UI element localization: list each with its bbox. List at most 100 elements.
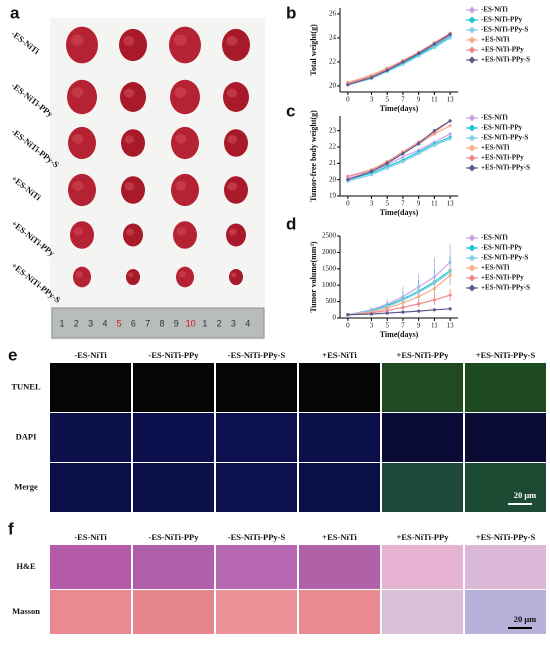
tumor-photo <box>119 28 147 62</box>
column-header: -ES-NiTi-PPy-S <box>228 350 286 360</box>
ruler-number: 10 <box>186 318 196 328</box>
tumor-photo <box>171 126 199 160</box>
y-tick-label: 1500 <box>322 264 337 272</box>
tumor-shade <box>72 180 84 191</box>
tumor-shade <box>178 271 186 278</box>
micrograph <box>216 545 297 589</box>
micrograph <box>299 545 380 589</box>
x-tick-label: 9 <box>417 96 421 104</box>
column-header: +ES-NiTi <box>322 350 357 360</box>
tumor-photo <box>120 82 146 112</box>
tumor-photo <box>171 173 199 207</box>
tumor-photo <box>68 173 96 207</box>
panel-label: a <box>10 3 20 22</box>
tumor-photo <box>123 223 143 247</box>
micrograph <box>133 413 214 462</box>
y-axis-label: Total weight(g) <box>309 24 318 76</box>
y-tick-label: 2000 <box>322 248 337 256</box>
micrograph <box>50 463 131 512</box>
series-point <box>417 142 421 146</box>
series-point <box>432 298 436 302</box>
x-tick-label: 3 <box>370 200 374 208</box>
tumor-shade <box>227 135 238 144</box>
tumor-shade <box>176 227 187 236</box>
row-label: Masson <box>12 606 40 616</box>
tumor-shade <box>124 182 135 191</box>
y-tick-label: 21 <box>329 159 337 167</box>
column-header: +ES-NiTi-PPy <box>397 350 450 360</box>
series-point <box>385 161 389 165</box>
tumor-shade <box>72 133 84 144</box>
series-point <box>448 307 452 311</box>
x-tick-label: 13 <box>447 322 455 330</box>
series-point <box>448 137 452 141</box>
tumor-photo <box>173 221 197 249</box>
legend-label: -ES-NiTi <box>481 6 508 14</box>
legend-marker <box>468 26 476 34</box>
legend-label: -ES-NiTi-PPy-S <box>481 254 528 262</box>
tumor-photo <box>223 82 249 112</box>
legend-label: +ES-NiTi-PPy <box>481 154 524 162</box>
x-axis-label: Time(days) <box>380 208 419 217</box>
y-tick-label: 0 <box>333 314 337 322</box>
micrograph <box>465 590 546 634</box>
x-tick-label: 5 <box>385 96 389 104</box>
series-point <box>369 76 374 80</box>
tumor-shade <box>229 228 237 236</box>
tumor-photo <box>121 176 145 204</box>
ruler-number: 2 <box>217 318 222 328</box>
micrograph <box>465 463 546 512</box>
series-point <box>417 151 421 156</box>
tumor-shade <box>75 271 83 278</box>
tumor-shade <box>73 227 84 236</box>
micrograph <box>133 545 214 589</box>
x-tick-label: 0 <box>346 200 350 208</box>
panel-label: e <box>8 345 17 364</box>
series-point <box>385 311 389 315</box>
micrograph <box>133 463 214 512</box>
x-tick-label: 5 <box>385 200 389 208</box>
column-header: -ES-NiTi-PPy-S <box>228 532 286 542</box>
legend-label: +ES-NiTi <box>481 264 509 272</box>
y-tick-label: 22 <box>329 58 337 66</box>
legend-label: +ES-NiTi-PPy-S <box>481 56 530 64</box>
legend-marker <box>468 164 476 172</box>
series-point <box>385 308 389 313</box>
x-tick-label: 13 <box>447 200 455 208</box>
scale-bar-label: 20 μm <box>514 490 537 500</box>
tumor-shade <box>71 87 84 98</box>
tumor-photo <box>68 126 96 160</box>
series-point <box>432 308 436 312</box>
legend-marker <box>468 134 476 142</box>
x-tick-label: 9 <box>417 322 421 330</box>
column-header: +ES-NiTi-PPy-S <box>476 350 536 360</box>
tumor-photo <box>229 268 243 286</box>
panel-label: d <box>286 214 296 233</box>
legend-label: -ES-NiTi-PPy-S <box>481 26 528 34</box>
series-point <box>401 160 405 164</box>
ruler-number: 2 <box>74 318 79 328</box>
legend-marker <box>468 254 476 262</box>
legend-marker <box>468 16 476 24</box>
x-tick-label: 7 <box>401 96 405 104</box>
series-point <box>385 306 389 310</box>
micrograph <box>216 590 297 634</box>
panel-label: b <box>286 3 296 22</box>
micrograph <box>50 545 131 589</box>
series-point <box>385 166 389 170</box>
series-point <box>401 305 405 310</box>
micrograph <box>299 463 380 512</box>
row-label: -ES-NiTi <box>10 28 42 56</box>
y-axis-label: Tumor volume(mm³) <box>309 241 318 312</box>
tumor-shade <box>70 34 84 46</box>
legend-label: -ES-NiTi <box>481 114 508 122</box>
series-point <box>346 313 350 317</box>
series-point <box>417 52 421 56</box>
series-line <box>347 32 451 85</box>
series-point <box>448 132 452 136</box>
series-point <box>432 129 436 133</box>
tumor-shade <box>123 35 135 46</box>
tumor-shade <box>175 180 187 191</box>
legend-marker <box>468 234 476 242</box>
series-point <box>448 124 452 128</box>
